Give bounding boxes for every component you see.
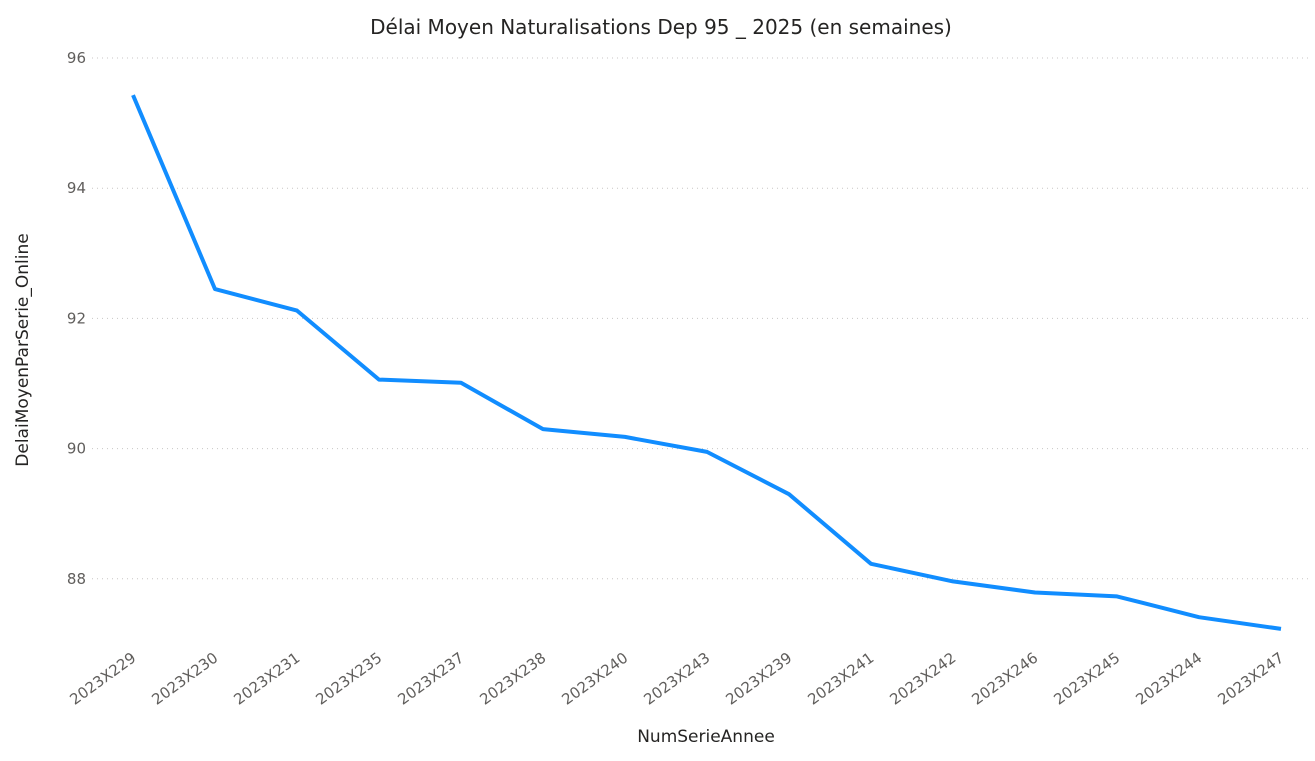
x-tick-label: 2023X231 — [230, 649, 303, 709]
x-tick-label: 2023X239 — [722, 649, 795, 709]
x-tick-label: 2023X242 — [886, 649, 959, 709]
x-axis-ticks: 2023X229 2023X230 2023X231 2023X235 2023X237… — [66, 649, 1287, 709]
y-tick-label: 88 — [67, 570, 86, 588]
series-line-0 — [131, 94, 1282, 631]
x-tick-label: 2023X240 — [558, 649, 631, 709]
x-tick-label: 2023X235 — [312, 649, 385, 709]
x-tick-label: 2023X230 — [148, 649, 221, 709]
y-axis-title: DelaiMoyenParSerie_Online — [13, 233, 33, 466]
y-tick-label: 92 — [67, 309, 86, 327]
x-tick-label: 2023X244 — [1132, 649, 1205, 709]
y-tick-label: 96 — [67, 49, 86, 67]
x-tick-label: 2023X246 — [968, 649, 1041, 709]
y-tick-label: 94 — [67, 179, 86, 197]
x-tick-label: 2023X243 — [640, 649, 713, 709]
y-axis-ticks: 88 90 92 94 96 — [67, 49, 86, 588]
x-tick-label: 2023X247 — [1214, 649, 1287, 709]
x-axis-title: NumSerieAnnee — [637, 727, 775, 747]
gridlines — [92, 57, 1312, 580]
x-tick-label: 2023X238 — [476, 649, 549, 709]
y-tick-label: 90 — [67, 440, 86, 458]
series-layer — [131, 94, 1282, 631]
x-tick-label: 2023X237 — [394, 649, 467, 709]
x-tick-label: 2023X229 — [66, 649, 139, 709]
x-tick-label: 2023X245 — [1050, 649, 1123, 709]
x-tick-label: 2023X241 — [804, 649, 877, 709]
chart-title: Délai Moyen Naturalisations Dep 95 _ 202… — [370, 15, 952, 39]
